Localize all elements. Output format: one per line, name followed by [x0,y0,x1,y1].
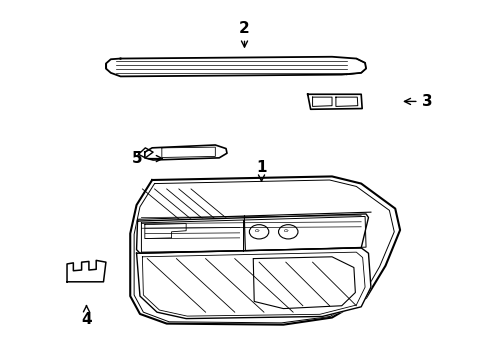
Polygon shape [136,248,370,319]
Polygon shape [136,214,368,253]
Polygon shape [130,176,399,325]
Polygon shape [253,257,355,309]
Polygon shape [144,145,226,160]
Polygon shape [106,57,366,76]
Text: 4: 4 [81,306,92,327]
Text: 1: 1 [256,160,266,181]
Text: 3: 3 [404,94,431,109]
Text: 5: 5 [132,151,162,166]
Text: $o_r$: $o_r$ [282,228,290,235]
Text: $o_r$: $o_r$ [253,228,261,235]
Polygon shape [307,94,362,109]
Polygon shape [67,260,106,282]
Text: 2: 2 [239,21,249,47]
Polygon shape [138,148,153,158]
